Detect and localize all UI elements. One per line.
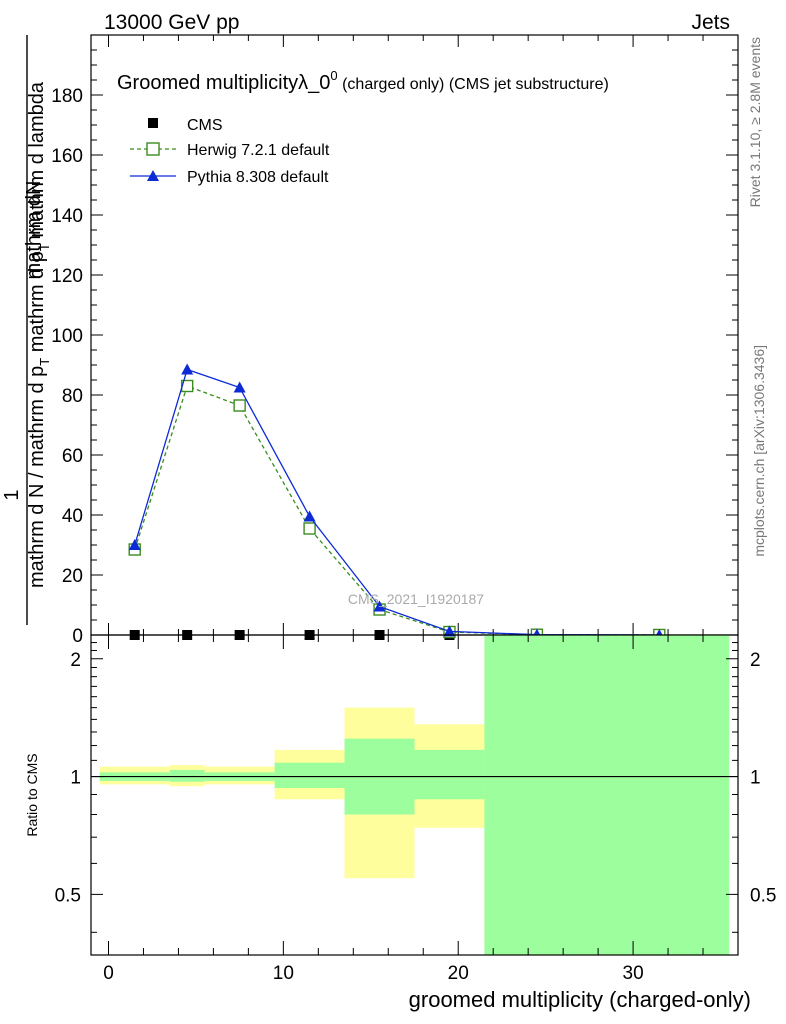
pythia-data-point	[443, 625, 456, 637]
ratio-ylabel: Ratio to CMS	[24, 753, 40, 836]
ylabel-sub1: T	[37, 358, 52, 366]
ylabel-sub2: T	[37, 243, 52, 251]
pythia-line	[134, 368, 660, 636]
y-tick-label: 80	[62, 386, 83, 407]
ratio-y-tick-label: 2	[70, 650, 81, 671]
ylabel-line3: mathrm d lambda	[26, 81, 48, 243]
ratio-stat-uncertainty-band	[274, 762, 345, 788]
ratio-stat-uncertainty-band	[414, 749, 485, 800]
herwig-line	[134, 385, 660, 636]
ratio-y-tick-label-right: 2	[750, 650, 761, 671]
main-ylabel-prefix: 1	[1, 489, 23, 500]
ratio-panel-frame	[90, 634, 739, 956]
pythia-data-point	[373, 600, 386, 612]
x-tick-label: 0	[103, 963, 114, 984]
ratio-bands	[91, 635, 738, 955]
pythia-data-point	[128, 539, 141, 550]
ratio-y-tick-label: 0.5	[55, 885, 81, 906]
ratio-axes: 0.5 0.51 12 20 10 20 30	[55, 635, 776, 984]
pythia-data-point	[233, 381, 246, 393]
legend-herwig-label: Herwig 7.2.1 default	[187, 142, 330, 159]
legend-cms-marker	[148, 118, 158, 128]
chart-title-main: Groomed multiplicityλ_0	[117, 72, 330, 94]
rivet-version-label: Rivet 3.1.10, ≥ 2.8M events	[747, 37, 763, 207]
y-tick-label: 60	[62, 446, 83, 467]
main-ylabel-numerator: mathrm dN	[23, 181, 45, 280]
legend-cms-label: CMS	[187, 117, 223, 134]
pythia-data-point	[303, 510, 316, 522]
ylabel-line2: mathrm d p	[26, 251, 48, 358]
main-ylabel: mathrm dN 1 mathrm d N / mathrm d pT mat…	[1, 35, 52, 625]
pythia-data-point	[181, 363, 194, 375]
y-tick-label: 40	[62, 506, 83, 527]
y-tick-label: 0	[72, 626, 83, 647]
ratio-y-tick-label-right: 0.5	[750, 885, 776, 906]
mcplots-label: mcplots.cern.ch [arXiv:1306.3436]	[751, 345, 767, 557]
herwig-data-point	[303, 522, 316, 535]
y-tick-label: 20	[62, 566, 83, 587]
legend-herwig-marker	[146, 142, 160, 156]
ratio-stat-uncertainty-band	[484, 635, 730, 955]
y-tick-label: 180	[51, 86, 83, 107]
legend-pythia-label: Pythia 8.308 default	[187, 169, 329, 186]
x-tick-label: 20	[448, 963, 469, 984]
herwig-data-point	[233, 399, 246, 412]
main-axes: 0 20 40 60 80 100 120 140 160 180	[51, 35, 738, 647]
y-tick-label: 160	[51, 146, 83, 167]
ratio-stat-uncertainty-band	[169, 769, 205, 782]
header-right-label: Jets	[691, 11, 730, 34]
chart-title: Groomed multiplicityλ_00 (charged only) …	[117, 68, 609, 94]
main-ylabel-denominator: mathrm d N / mathrm d pT mathrm d pT mat…	[26, 81, 52, 588]
header-left-label: 13000 GeV pp	[104, 11, 239, 34]
y-tick-label: 140	[51, 206, 83, 227]
analysis-watermark: CMS_2021_I1920187	[348, 591, 484, 607]
legend: CMS Herwig 7.2.1 default Pythia 8.308 de…	[130, 117, 330, 186]
x-tick-label: 30	[623, 963, 644, 984]
x-axis-label: groomed multiplicity (charged-only)	[409, 987, 751, 1012]
legend-pythia-marker	[147, 170, 159, 181]
ratio-y-tick-label-right: 1	[750, 768, 761, 789]
chart-title-suffix: (charged only) (CMS jet substructure)	[338, 76, 609, 93]
y-tick-label: 120	[51, 266, 83, 287]
y-tick-label: 100	[51, 326, 83, 347]
ratio-y-tick-label: 1	[70, 768, 81, 789]
chart-title-sup: 0	[330, 68, 337, 83]
ylabel-line1: mathrm d N / mathrm d p	[26, 366, 48, 588]
x-tick-label: 10	[273, 963, 294, 984]
